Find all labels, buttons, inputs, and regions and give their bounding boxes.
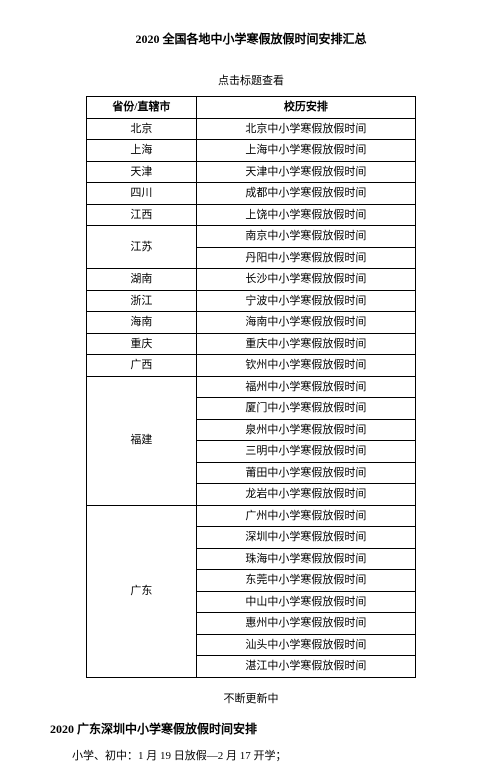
schedule-cell[interactable]: 北京中小学寒假放假时间 (196, 118, 415, 140)
table-row: 上海上海中小学寒假放假时间 (87, 140, 416, 162)
schedule-cell[interactable]: 宁波中小学寒假放假时间 (196, 290, 415, 312)
province-cell: 上海 (87, 140, 197, 162)
schedule-cell[interactable]: 上海中小学寒假放假时间 (196, 140, 415, 162)
schedule-table: 省份/直辖市 校历安排 北京北京中小学寒假放假时间上海上海中小学寒假放假时间天津… (86, 96, 416, 678)
table-row: 福建福州中小学寒假放假时间 (87, 376, 416, 398)
table-row: 重庆重庆中小学寒假放假时间 (87, 333, 416, 355)
schedule-cell[interactable]: 东莞中小学寒假放假时间 (196, 570, 415, 592)
schedule-cell[interactable]: 广州中小学寒假放假时间 (196, 505, 415, 527)
table-row: 广西钦州中小学寒假放假时间 (87, 355, 416, 377)
province-cell: 广西 (87, 355, 197, 377)
province-cell: 福建 (87, 376, 197, 505)
body-text: 小学、初中：1 月 19 日放假—2 月 17 开学； (50, 747, 452, 766)
schedule-cell[interactable]: 龙岩中小学寒假放假时间 (196, 484, 415, 506)
schedule-cell[interactable]: 珠海中小学寒假放假时间 (196, 548, 415, 570)
schedule-cell[interactable]: 长沙中小学寒假放假时间 (196, 269, 415, 291)
province-cell: 北京 (87, 118, 197, 140)
main-title: 2020 全国各地中小学寒假放假时间安排汇总 (50, 30, 452, 47)
schedule-cell[interactable]: 中山中小学寒假放假时间 (196, 591, 415, 613)
province-cell: 江苏 (87, 226, 197, 269)
schedule-cell[interactable]: 莆田中小学寒假放假时间 (196, 462, 415, 484)
schedule-cell[interactable]: 福州中小学寒假放假时间 (196, 376, 415, 398)
schedule-cell[interactable]: 惠州中小学寒假放假时间 (196, 613, 415, 635)
header-schedule: 校历安排 (196, 97, 415, 119)
schedule-cell[interactable]: 海南中小学寒假放假时间 (196, 312, 415, 334)
schedule-cell[interactable]: 重庆中小学寒假放假时间 (196, 333, 415, 355)
schedule-cell[interactable]: 汕头中小学寒假放假时间 (196, 634, 415, 656)
table-row: 湖南长沙中小学寒假放假时间 (87, 269, 416, 291)
table-row: 天津天津中小学寒假放假时间 (87, 161, 416, 183)
province-cell: 重庆 (87, 333, 197, 355)
table-row: 海南海南中小学寒假放假时间 (87, 312, 416, 334)
province-cell: 湖南 (87, 269, 197, 291)
header-province: 省份/直辖市 (87, 97, 197, 119)
schedule-cell[interactable]: 泉州中小学寒假放假时间 (196, 419, 415, 441)
table-row: 四川成都中小学寒假放假时间 (87, 183, 416, 205)
province-cell: 浙江 (87, 290, 197, 312)
table-row: 北京北京中小学寒假放假时间 (87, 118, 416, 140)
schedule-cell[interactable]: 南京中小学寒假放假时间 (196, 226, 415, 248)
schedule-cell[interactable]: 厦门中小学寒假放假时间 (196, 398, 415, 420)
schedule-cell[interactable]: 三明中小学寒假放假时间 (196, 441, 415, 463)
province-cell: 海南 (87, 312, 197, 334)
province-cell: 江西 (87, 204, 197, 226)
table-row: 广东广州中小学寒假放假时间 (87, 505, 416, 527)
schedule-cell[interactable]: 钦州中小学寒假放假时间 (196, 355, 415, 377)
schedule-cell[interactable]: 天津中小学寒假放假时间 (196, 161, 415, 183)
province-cell: 广东 (87, 505, 197, 677)
section-title: 2020 广东深圳中小学寒假放假时间安排 (50, 720, 452, 737)
table-row: 江西上饶中小学寒假放假时间 (87, 204, 416, 226)
schedule-cell[interactable]: 上饶中小学寒假放假时间 (196, 204, 415, 226)
schedule-cell[interactable]: 湛江中小学寒假放假时间 (196, 656, 415, 678)
updating-text: 不断更新中 (50, 690, 452, 706)
table-row: 江苏南京中小学寒假放假时间 (87, 226, 416, 248)
table-body: 北京北京中小学寒假放假时间上海上海中小学寒假放假时间天津天津中小学寒假放假时间四… (87, 118, 416, 677)
schedule-cell[interactable]: 丹阳中小学寒假放假时间 (196, 247, 415, 269)
province-cell: 四川 (87, 183, 197, 205)
table-row: 浙江宁波中小学寒假放假时间 (87, 290, 416, 312)
province-cell: 天津 (87, 161, 197, 183)
sub-title: 点击标题查看 (50, 72, 452, 88)
schedule-cell[interactable]: 深圳中小学寒假放假时间 (196, 527, 415, 549)
schedule-cell[interactable]: 成都中小学寒假放假时间 (196, 183, 415, 205)
